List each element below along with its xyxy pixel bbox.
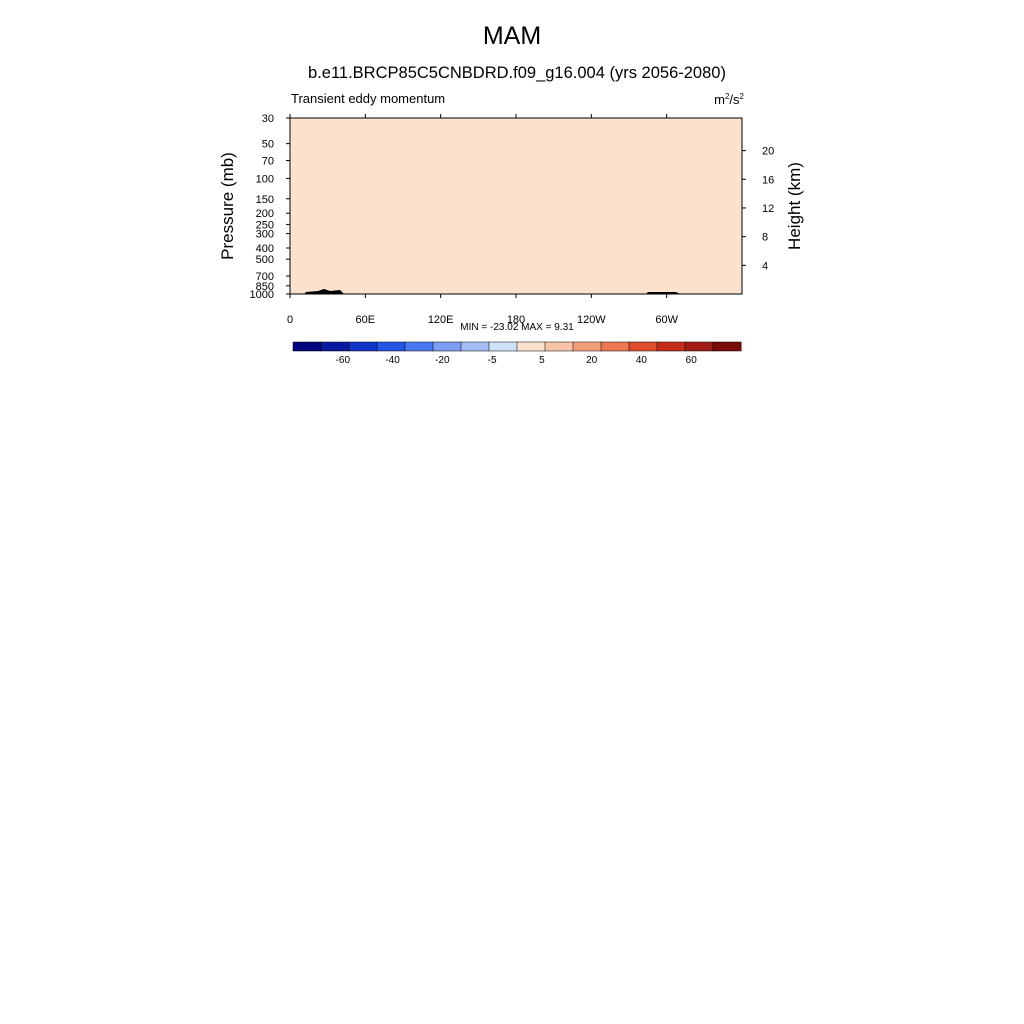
colorbar-box xyxy=(628,341,658,352)
colorbar-box xyxy=(320,341,350,352)
x-tick-label: 60W xyxy=(655,314,678,326)
colorbar-box xyxy=(572,341,602,352)
y-tick-label: 200 xyxy=(256,208,274,220)
y-tick-label: 70 xyxy=(262,156,274,168)
colorbar-label: 40 xyxy=(636,355,648,366)
y-tick-label: 250 xyxy=(256,219,274,231)
colorbar-label: 5 xyxy=(539,355,545,366)
topography-africa xyxy=(304,289,344,294)
y-tick-label: 1000 xyxy=(250,289,274,301)
x-tick-label: 60E xyxy=(356,314,376,326)
y2-tick-label: 8 xyxy=(762,232,768,244)
colorbar-box xyxy=(404,341,434,352)
colorbar-label: 20 xyxy=(586,355,598,366)
y2-tick-label: 20 xyxy=(762,146,774,158)
colorbar-box xyxy=(600,341,630,352)
units-label: m2/s2 xyxy=(714,92,744,107)
colorbar-box xyxy=(376,341,406,352)
y2-tick-label: 4 xyxy=(762,260,768,272)
x-tick-label: 120W xyxy=(577,314,606,326)
colorbar-box xyxy=(656,341,686,352)
y-tick-label: 500 xyxy=(256,254,274,266)
colorbar: -60 -40 -20 -5 5 20 40 60 xyxy=(292,341,742,366)
min-max-label: MIN = -23.02 MAX = 9.31 xyxy=(460,322,574,333)
field-background xyxy=(290,118,742,294)
y-axis-label: Pressure (mb) xyxy=(218,152,237,260)
colorbar-box xyxy=(292,341,322,352)
colorbar-box xyxy=(684,341,714,352)
x-tick-label: 120E xyxy=(428,314,454,326)
panel-1: b.e11.BRCP85C5CNBDRD.f09_g16.004 (yrs 20… xyxy=(218,64,804,366)
x-tick-label: 180 xyxy=(507,314,525,326)
y-tick-label: 400 xyxy=(256,243,274,255)
colorbar-box xyxy=(432,341,462,352)
y-tick-label: 300 xyxy=(256,229,274,241)
contour-field xyxy=(290,118,742,294)
colorbar-box xyxy=(712,341,742,352)
colorbar-label: -20 xyxy=(435,355,450,366)
panel-title: b.e11.BRCP85C5CNBDRD.f09_g16.004 (yrs 20… xyxy=(308,64,726,82)
y-tick-label: 850 xyxy=(256,281,274,293)
colorbar-label: -40 xyxy=(385,355,400,366)
x-tick-label: 0 xyxy=(287,314,293,326)
colorbar-label: 60 xyxy=(686,355,698,366)
y2-axis-label: Height (km) xyxy=(785,162,804,250)
colorbar-box xyxy=(488,341,518,352)
colorbar-box xyxy=(516,341,546,352)
y-tick-label: 100 xyxy=(256,173,274,185)
figure-title: MAM xyxy=(483,22,541,50)
y2-tick-label: 16 xyxy=(762,174,774,186)
panels: b.e11.BRCP85C5CNBDRD.f09_g16.004 (yrs 20… xyxy=(218,64,804,366)
colorbar-box xyxy=(544,341,574,352)
y-tick-label: 700 xyxy=(256,271,274,283)
colorbar-box xyxy=(460,341,490,352)
y-tick-label: 30 xyxy=(262,113,274,125)
colorbar-label: -5 xyxy=(488,355,497,366)
variable-label: Transient eddy momentum xyxy=(291,91,445,106)
y-tick-label: 50 xyxy=(262,139,274,151)
colorbar-label: -60 xyxy=(336,355,351,366)
y-tick-label: 150 xyxy=(256,194,274,206)
colorbar-box xyxy=(348,341,378,352)
y2-tick-label: 12 xyxy=(762,203,774,215)
